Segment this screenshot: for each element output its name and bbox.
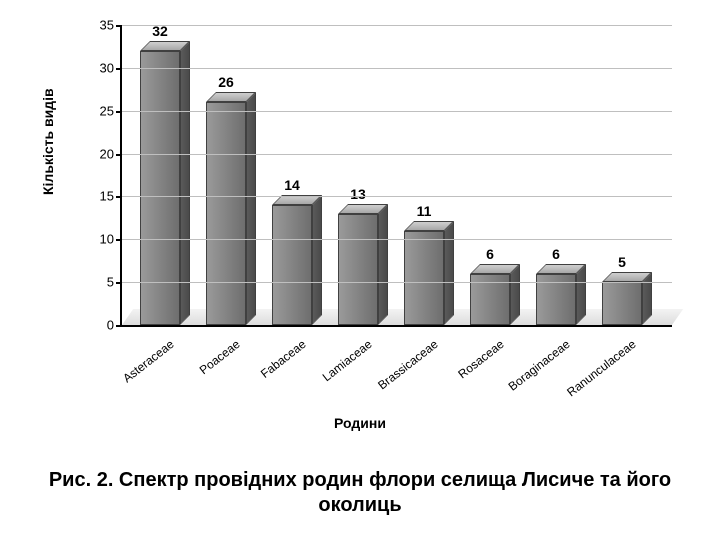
- bar-front: [140, 51, 180, 325]
- y-tick-label: 20: [82, 146, 114, 161]
- bar-side: [246, 92, 256, 325]
- y-tick-mark: [116, 282, 122, 284]
- gridline: [116, 282, 672, 283]
- y-tick-label: 30: [82, 60, 114, 75]
- value-label: 26: [196, 74, 256, 90]
- bar: 13: [338, 25, 378, 325]
- bar-side: [576, 264, 586, 325]
- y-tick-label: 10: [82, 232, 114, 247]
- bar: 14: [272, 25, 312, 325]
- bar: 32: [140, 25, 180, 325]
- y-tick-mark: [116, 25, 122, 27]
- bar: 26: [206, 25, 246, 325]
- value-label: 5: [592, 254, 652, 270]
- bar-side: [444, 221, 454, 325]
- bar: 5: [602, 25, 642, 325]
- bar: 6: [536, 25, 576, 325]
- y-axis-title: Кількість видів: [40, 88, 56, 195]
- bar-front: [404, 231, 444, 325]
- bar-front: [272, 205, 312, 325]
- y-tick-label: 0: [82, 318, 114, 333]
- bar-front: [206, 102, 246, 325]
- bar-front: [602, 282, 642, 325]
- bar-side: [378, 204, 388, 325]
- value-label: 14: [262, 177, 322, 193]
- gridline: [116, 111, 672, 112]
- y-tick-mark: [116, 239, 122, 241]
- bar-chart: Кількість видів 3226141311665 0510152025…: [30, 15, 690, 445]
- y-tick-mark: [116, 154, 122, 156]
- x-axis-title: Родини: [30, 415, 690, 431]
- value-label: 6: [526, 246, 586, 262]
- plot-area: 3226141311665 05101520253035AsteraceaePo…: [120, 25, 672, 327]
- value-label: 13: [328, 186, 388, 202]
- y-tick-mark: [116, 196, 122, 198]
- y-tick-label: 35: [82, 18, 114, 33]
- y-tick-label: 15: [82, 189, 114, 204]
- y-tick-label: 5: [82, 275, 114, 290]
- value-label: 6: [460, 246, 520, 262]
- bars-container: 3226141311665: [122, 25, 672, 325]
- gridline: [116, 25, 672, 26]
- y-tick-mark: [116, 325, 122, 327]
- bar-side: [312, 195, 322, 325]
- bar: 6: [470, 25, 510, 325]
- gridline: [116, 196, 672, 197]
- bar-front: [338, 214, 378, 325]
- figure-caption: Рис. 2. Спектр провідних родин флори сел…: [0, 468, 720, 518]
- y-tick-mark: [116, 68, 122, 70]
- y-tick-label: 25: [82, 103, 114, 118]
- page: Кількість видів 3226141311665 0510152025…: [0, 0, 720, 540]
- gridline: [116, 154, 672, 155]
- gridline: [116, 68, 672, 69]
- bar-side: [510, 264, 520, 325]
- value-label: 11: [394, 203, 454, 219]
- y-tick-mark: [116, 111, 122, 113]
- bar: 11: [404, 25, 444, 325]
- gridline: [116, 239, 672, 240]
